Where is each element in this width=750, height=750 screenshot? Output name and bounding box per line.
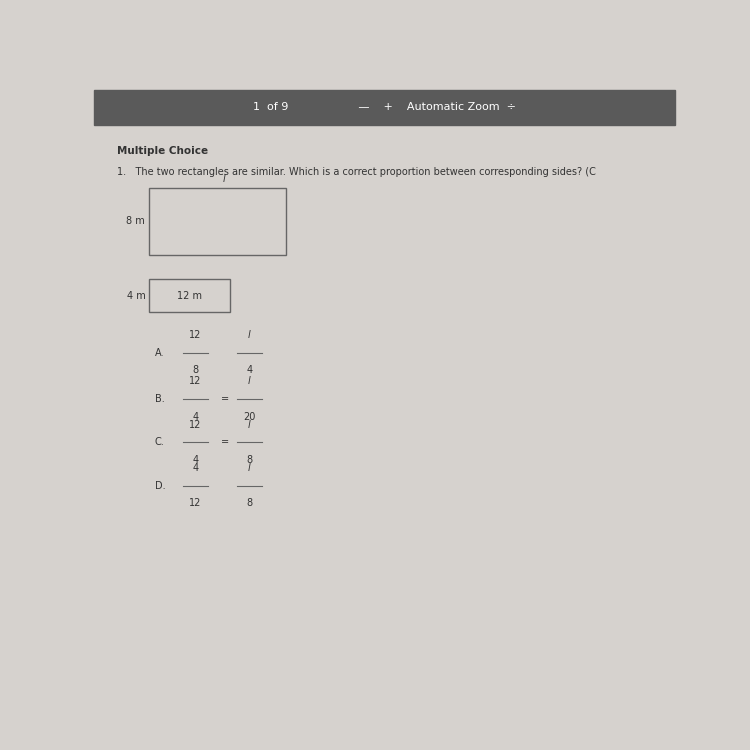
Text: C.: C. xyxy=(154,437,164,447)
Text: A.: A. xyxy=(154,348,164,358)
Bar xyxy=(149,279,230,312)
Text: l: l xyxy=(248,419,251,430)
Text: 4: 4 xyxy=(193,455,199,465)
Text: l: l xyxy=(248,376,251,386)
Text: 8: 8 xyxy=(247,498,253,508)
Bar xyxy=(94,90,675,124)
Text: 12: 12 xyxy=(189,330,202,340)
Text: l: l xyxy=(223,173,226,184)
Text: B.: B. xyxy=(154,394,164,404)
Bar xyxy=(149,188,286,254)
Text: 8 m: 8 m xyxy=(125,217,144,226)
Text: 4 m: 4 m xyxy=(128,290,146,301)
Text: 8: 8 xyxy=(247,455,253,465)
Text: l: l xyxy=(248,330,251,340)
Text: D.: D. xyxy=(154,481,166,490)
Text: l: l xyxy=(248,463,251,473)
Text: 4: 4 xyxy=(193,463,199,473)
Text: 12 m: 12 m xyxy=(177,290,203,301)
Text: 1.   The two rectangles are similar. Which is a correct proportion between corre: 1. The two rectangles are similar. Which… xyxy=(117,167,596,177)
Text: =: = xyxy=(220,437,229,447)
Text: 4: 4 xyxy=(193,412,199,422)
Text: 20: 20 xyxy=(243,412,256,422)
Text: =: = xyxy=(220,394,229,404)
Text: 12: 12 xyxy=(189,419,202,430)
Text: 12: 12 xyxy=(189,376,202,386)
Text: 8: 8 xyxy=(193,365,199,376)
Text: 12: 12 xyxy=(189,498,202,508)
Text: 4: 4 xyxy=(247,365,253,376)
Text: Multiple Choice: Multiple Choice xyxy=(117,146,208,156)
Text: 1  of 9                    —    +    Automatic Zoom  ÷: 1 of 9 — + Automatic Zoom ÷ xyxy=(253,102,516,112)
